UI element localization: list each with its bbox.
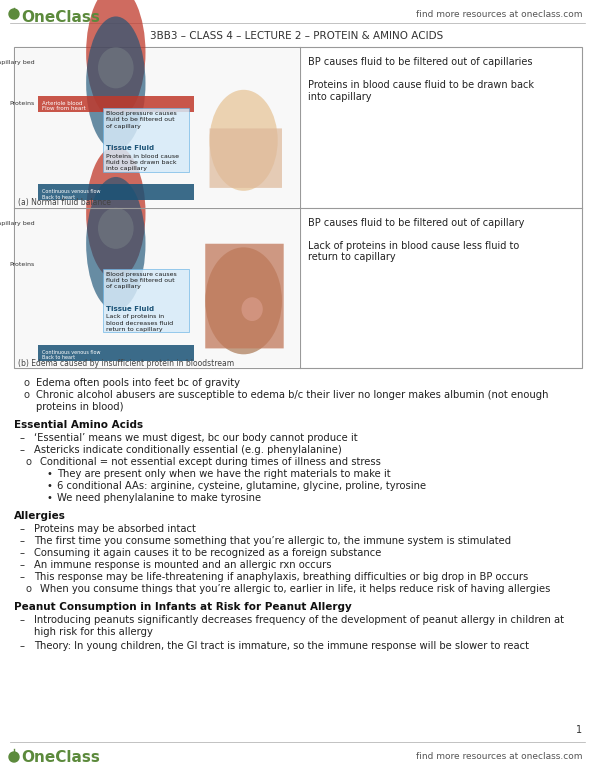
Text: An immune response is mounted and an allergic rxn occurs: An immune response is mounted and an all… xyxy=(34,560,331,570)
Text: Allergies: Allergies xyxy=(14,511,66,521)
Text: ‘Essential’ means we must digest, bc our body cannot produce it: ‘Essential’ means we must digest, bc our… xyxy=(34,433,358,443)
Text: find more resources at oneclass.com: find more resources at oneclass.com xyxy=(415,752,582,761)
Text: –: – xyxy=(20,641,25,651)
Ellipse shape xyxy=(98,208,134,249)
Text: BP causes fluid to be filtered out of capillaries

Proteins in blood cause fluid: BP causes fluid to be filtered out of ca… xyxy=(308,57,534,102)
Text: Peanut Consumption in Infants at Risk for Peanut Allergy: Peanut Consumption in Infants at Risk fo… xyxy=(14,602,352,612)
Ellipse shape xyxy=(209,90,278,191)
Text: Flow from heart: Flow from heart xyxy=(42,106,86,112)
Text: Lack of proteins in
blood decreases fluid
return to capillary: Lack of proteins in blood decreases flui… xyxy=(107,314,174,332)
Text: o: o xyxy=(26,457,32,467)
Text: 1: 1 xyxy=(576,725,582,735)
Text: BP causes fluid to be filtered out of capillary

Lack of proteins in blood cause: BP causes fluid to be filtered out of ca… xyxy=(308,217,524,263)
Text: They are present only when we have the right materials to make it: They are present only when we have the r… xyxy=(57,469,391,479)
Text: •: • xyxy=(46,481,52,491)
FancyBboxPatch shape xyxy=(14,47,582,368)
Ellipse shape xyxy=(86,0,146,119)
Text: –: – xyxy=(20,536,25,546)
Text: The first time you consume something that you’re allergic to, the immune system : The first time you consume something tha… xyxy=(34,536,511,546)
Text: Edema often pools into feet bc of gravity: Edema often pools into feet bc of gravit… xyxy=(36,378,240,388)
Text: (a) Normal fluid balance: (a) Normal fluid balance xyxy=(18,199,111,207)
Text: Proteins may be absorbed intact: Proteins may be absorbed intact xyxy=(34,524,196,534)
Text: o: o xyxy=(23,378,29,388)
Text: 6 conditional AAs: arginine, cysteine, glutamine, glycine, proline, tyrosine: 6 conditional AAs: arginine, cysteine, g… xyxy=(57,481,426,491)
Text: Blood pressure causes
fluid to be filtered out
of capillary: Blood pressure causes fluid to be filter… xyxy=(107,111,177,129)
Text: find more resources at oneclass.com: find more resources at oneclass.com xyxy=(415,10,582,19)
Ellipse shape xyxy=(86,146,146,280)
Text: Astericks indicate conditionally essential (e.g. phenylalanine): Astericks indicate conditionally essenti… xyxy=(34,445,342,455)
Text: Proteins in blood cause
fluid to be drawn back
into capillary: Proteins in blood cause fluid to be draw… xyxy=(107,154,179,171)
Text: When you consume things that you’re allergic to, earlier in life, it helps reduc: When you consume things that you’re alle… xyxy=(40,584,550,594)
Text: o: o xyxy=(26,584,32,594)
Ellipse shape xyxy=(98,47,134,89)
Text: Essential Amino Acids: Essential Amino Acids xyxy=(14,420,143,430)
Text: Continuous venous flow
Back to heart: Continuous venous flow Back to heart xyxy=(42,350,100,360)
Circle shape xyxy=(9,9,19,19)
Text: Continuous venous flow
Back to heart: Continuous venous flow Back to heart xyxy=(42,189,100,200)
Text: Chronic alcohol abusers are susceptible to edema b/c their liver no longer makes: Chronic alcohol abusers are susceptible … xyxy=(36,390,549,412)
Ellipse shape xyxy=(86,177,146,310)
Ellipse shape xyxy=(205,247,282,354)
FancyBboxPatch shape xyxy=(205,244,284,348)
Text: –: – xyxy=(20,524,25,534)
Text: •: • xyxy=(46,469,52,479)
Text: (b) Edema caused by insufficient protein in bloodstream: (b) Edema caused by insufficient protein… xyxy=(18,359,234,368)
Text: OneClass: OneClass xyxy=(21,750,100,765)
Text: Capillary bed: Capillary bed xyxy=(0,60,35,65)
Ellipse shape xyxy=(86,16,146,150)
FancyBboxPatch shape xyxy=(104,109,189,172)
Text: –: – xyxy=(20,615,25,625)
FancyBboxPatch shape xyxy=(37,96,194,112)
Text: Tissue Fluid: Tissue Fluid xyxy=(107,306,155,312)
Text: Proteins: Proteins xyxy=(10,102,35,106)
Text: o: o xyxy=(23,390,29,400)
FancyBboxPatch shape xyxy=(37,184,194,200)
Text: –: – xyxy=(20,433,25,443)
Text: Blood pressure causes
fluid to be filtered out
of capillary: Blood pressure causes fluid to be filter… xyxy=(107,272,177,289)
Text: Proteins: Proteins xyxy=(10,262,35,266)
Text: Theory: In young children, the GI tract is immature, so the immune response will: Theory: In young children, the GI tract … xyxy=(34,641,529,651)
Text: Introducing peanuts significantly decreases frequency of the development of pean: Introducing peanuts significantly decrea… xyxy=(34,615,564,637)
Ellipse shape xyxy=(242,297,263,321)
Text: –: – xyxy=(20,560,25,570)
Text: Consuming it again causes it to be recognized as a foreign substance: Consuming it again causes it to be recog… xyxy=(34,548,381,558)
Text: OneClass: OneClass xyxy=(21,10,100,25)
Text: •: • xyxy=(46,493,52,503)
Text: –: – xyxy=(20,572,25,582)
Text: This response may be life-threatening if anaphylaxis, breathing difficulties or : This response may be life-threatening if… xyxy=(34,572,528,582)
FancyBboxPatch shape xyxy=(15,48,299,206)
Text: Tissue Fluid: Tissue Fluid xyxy=(107,145,155,151)
FancyBboxPatch shape xyxy=(37,345,194,360)
Text: Capillary bed: Capillary bed xyxy=(0,221,35,226)
Circle shape xyxy=(9,752,19,762)
FancyBboxPatch shape xyxy=(15,209,299,367)
Text: We need phenylalanine to make tyrosine: We need phenylalanine to make tyrosine xyxy=(57,493,261,503)
Text: Arteriole blood: Arteriole blood xyxy=(42,101,82,105)
Text: –: – xyxy=(20,445,25,455)
FancyBboxPatch shape xyxy=(104,269,189,332)
Text: Conditional = not essential except during times of illness and stress: Conditional = not essential except durin… xyxy=(40,457,381,467)
FancyBboxPatch shape xyxy=(209,129,282,188)
Text: –: – xyxy=(20,548,25,558)
Text: 3BB3 – CLASS 4 – LECTURE 2 – PROTEIN & AMINO ACIDS: 3BB3 – CLASS 4 – LECTURE 2 – PROTEIN & A… xyxy=(151,31,444,41)
